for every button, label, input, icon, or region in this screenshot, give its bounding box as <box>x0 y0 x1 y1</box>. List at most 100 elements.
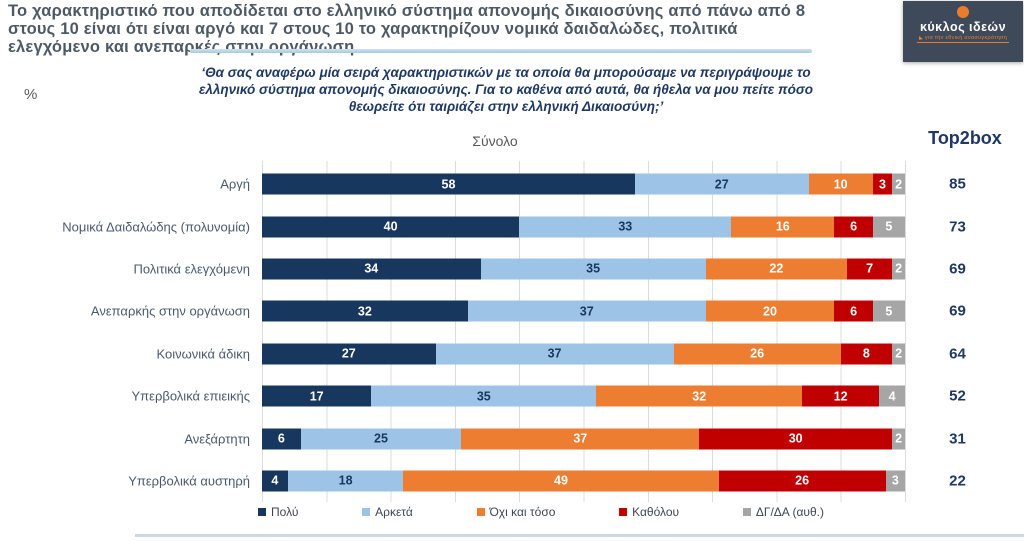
logo-tagline: για την εθνική ανασυγκρότηση <box>916 35 1010 43</box>
legend-item-arketa: Αρκετά <box>362 505 413 519</box>
bar-segment-oxi-kai-toso: 16 <box>731 216 835 238</box>
bar-segment-katholou: 6 <box>834 216 873 238</box>
bottom-divider <box>135 534 1024 537</box>
chart-row: Πολιτικά ελεγχόμενη 34 35 22 7 2 69 <box>0 248 1024 290</box>
legend-label: Πολύ <box>271 505 299 519</box>
bar-segment-oxi-kai-toso: 20 <box>705 300 835 322</box>
bar-segment-dg-da: 3 <box>885 470 905 492</box>
page-title-line-2: στους 10 είναι ότι είναι αργό και 7 στου… <box>8 20 738 38</box>
stacked-bar: 40 33 16 6 5 <box>262 216 905 238</box>
title-underline <box>190 49 812 53</box>
percent-unit-label: % <box>24 86 38 103</box>
stacked-bar: 6 25 37 30 2 <box>262 428 905 450</box>
legend-swatch-icon <box>619 508 628 516</box>
logo-name: κύκλος ιδεών <box>919 20 1007 34</box>
top2box-header: Top2box <box>928 128 1002 148</box>
top2box-value: 69 <box>949 302 966 320</box>
bar-segment-katholou: 30 <box>699 428 893 450</box>
logo-tagline-text: για την εθνική ανασυγκρότηση <box>924 35 1008 41</box>
category-label: Αργή <box>220 176 250 192</box>
chart-row: Αργή 58 27 10 3 2 85 <box>0 163 1024 205</box>
legend-swatch-icon <box>742 508 751 516</box>
stacked-bar: 34 35 22 7 2 <box>262 258 905 280</box>
bar-segment-dg-da: 2 <box>892 343 905 365</box>
category-label: Ανεξάρτητη <box>184 431 250 447</box>
chart-row: Κοινωνικά άδικη 27 37 26 8 2 64 <box>0 333 1024 375</box>
legend-label: Καθόλου <box>632 505 680 519</box>
bar-segment-arketa: 18 <box>287 470 404 492</box>
top2box-value: 69 <box>949 260 966 278</box>
category-label: Υπερβολικά αυστηρή <box>128 473 250 489</box>
bar-segment-dg-da: 2 <box>892 258 905 280</box>
legend-item-dg-da: ΔΓ/ΔΑ (αυθ.) <box>742 505 824 519</box>
survey-question-line-3: θεωρείτε ότι ταιριάζει στην ελληνική Δικ… <box>348 99 664 114</box>
bar-segment-oxi-kai-toso: 32 <box>596 385 803 407</box>
legend-item-poly: Πολύ <box>258 505 298 519</box>
bar-segment-oxi-kai-toso: 10 <box>808 173 873 195</box>
bar-segment-arketa: 35 <box>371 385 597 407</box>
legend-label: ΔΓ/ΔΑ (αυθ.) <box>755 505 824 519</box>
bar-segment-dg-da: 4 <box>879 385 905 407</box>
page-title-line-3: ελεγχόμενο και ανεπαρκές στην οργάνωση <box>8 38 355 56</box>
bar-segment-poly: 34 <box>262 258 481 280</box>
bar-segment-arketa: 37 <box>467 300 706 322</box>
bar-segment-poly: 4 <box>262 470 288 492</box>
column-header-total: Σύνολο <box>472 133 518 149</box>
stacked-bar: 58 27 10 3 2 <box>262 173 905 195</box>
legend-swatch-icon <box>476 508 485 516</box>
bar-segment-poly: 27 <box>262 343 436 365</box>
bar-segment-dg-da: 2 <box>892 428 905 450</box>
bar-segment-oxi-kai-toso: 37 <box>461 428 700 450</box>
chart-rows: Αργή 58 27 10 3 2 85 Νομικά Δαιδαλώδης (πολυνομ… <box>0 163 1024 503</box>
bar-segment-dg-da: 5 <box>872 300 905 322</box>
legend-swatch-icon <box>258 508 266 516</box>
bar-segment-dg-da: 5 <box>872 216 905 238</box>
logo-ring-icon <box>957 6 969 18</box>
bar-segment-poly: 6 <box>262 428 301 450</box>
legend-item-oxi-kai-toso: Όχι και τόσο <box>476 505 556 519</box>
bar-segment-katholou: 12 <box>802 385 880 407</box>
chart-row: Νομικά Δαιδαλώδης (πολυνομία) 40 33 16 6 5 73 <box>0 205 1024 247</box>
category-label: Ανεπαρκής στην οργάνωση <box>90 303 250 319</box>
bar-segment-poly: 32 <box>262 300 468 322</box>
bar-segment-katholou: 3 <box>872 173 893 195</box>
logo-flag-icon <box>918 36 923 40</box>
bar-segment-dg-da: 2 <box>892 173 905 195</box>
bar-segment-katholou: 7 <box>847 258 893 280</box>
bar-segment-katholou: 8 <box>840 343 893 365</box>
category-label: Υπερβολικά επιεικής <box>131 388 250 404</box>
category-label: Νομικά Δαιδαλώδης (πολυνομία) <box>62 219 250 235</box>
bar-segment-arketa: 25 <box>300 428 462 450</box>
category-label: Πολιτικά ελεγχόμενη <box>133 261 250 277</box>
bar-segment-oxi-kai-toso: 49 <box>403 470 719 492</box>
legend-label: Όχι και τόσο <box>489 505 556 519</box>
chart-legend: Πολύ Αρκετά Όχι και τόσο Καθόλου ΔΓ/ΔΑ (αυθ.… <box>258 505 824 519</box>
bar-segment-oxi-kai-toso: 26 <box>673 343 841 365</box>
stacked-bar: 4 18 49 26 3 <box>262 470 905 492</box>
chart-row: Υπερβολικά αυστηρή 4 18 49 26 3 22 <box>0 460 1024 502</box>
stacked-bar: 27 37 26 8 2 <box>262 343 905 365</box>
category-label: Κοινωνικά άδικη <box>156 346 250 362</box>
chart-row: Ανεξάρτητη 6 25 37 30 2 31 <box>0 417 1024 459</box>
top2box-value: 64 <box>949 345 966 363</box>
top2box-value: 31 <box>949 430 966 448</box>
survey-question-line-2: ελληνικό σύστημα απονομής δικαιοσύνης. Γ… <box>198 82 814 97</box>
bar-segment-poly: 17 <box>262 385 372 407</box>
bar-segment-arketa: 27 <box>634 173 809 195</box>
top2box-value: 85 <box>949 175 966 193</box>
page-title: Το χαρακτηριστικό που αποδίδεται στο ελλ… <box>8 2 896 56</box>
bar-segment-poly: 58 <box>262 173 635 195</box>
legend-label: Αρκετά <box>375 505 413 519</box>
legend-swatch-icon <box>362 508 371 516</box>
stacked-bar: 32 37 20 6 5 <box>262 300 905 322</box>
kyklos-ideon-logo: κύκλος ιδεών για την εθνική ανασυγκρότησ… <box>903 1 1023 62</box>
bar-segment-katholou: 26 <box>718 470 886 492</box>
top2box-value: 73 <box>949 218 966 236</box>
bar-segment-oxi-kai-toso: 22 <box>705 258 848 280</box>
stacked-bar: 17 35 32 12 4 <box>262 385 905 407</box>
bar-segment-poly: 40 <box>262 216 520 238</box>
survey-question: ‘Θα σας αναφέρω μία σειρά χαρακτηριστικώ… <box>110 64 902 115</box>
top2box-value: 52 <box>949 387 966 405</box>
chart-row: Υπερβολικά επιεικής 17 35 32 12 4 52 <box>0 375 1024 417</box>
